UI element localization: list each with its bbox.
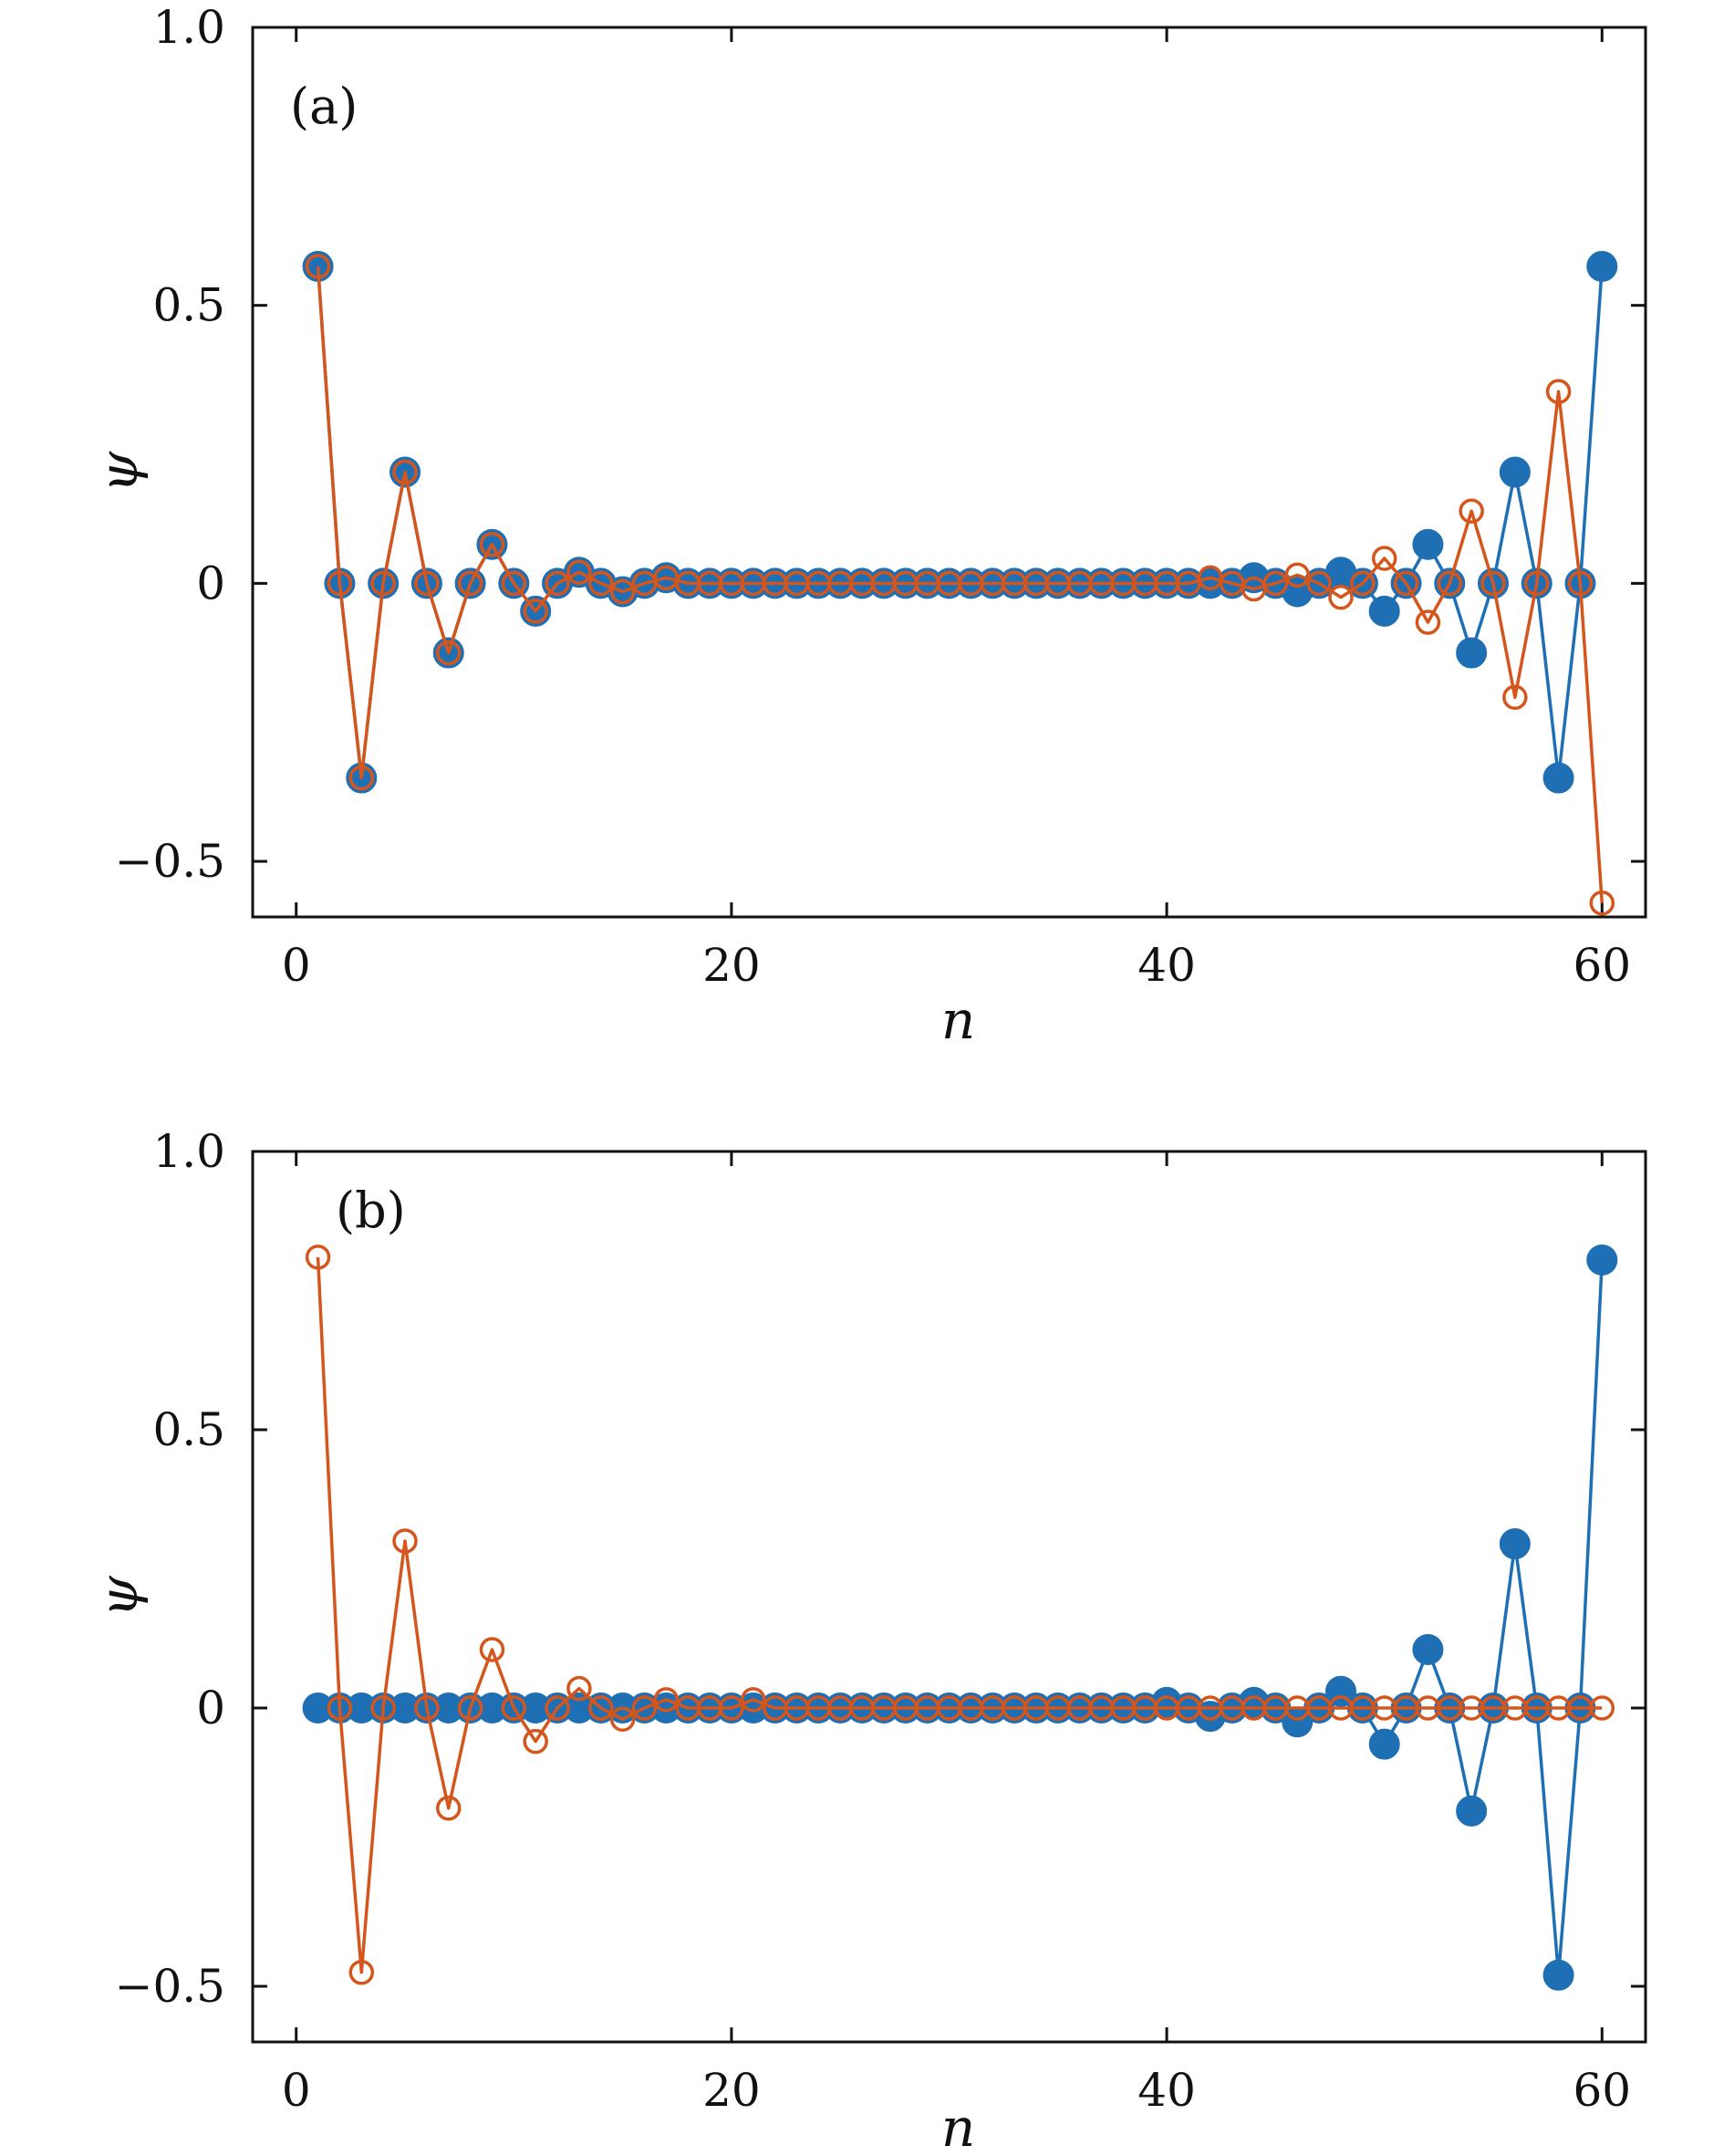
series-line xyxy=(316,1256,1603,1974)
panel-b: 0 20 40 60 −0.5 0 0.5 1.0 n ψ (b) xyxy=(88,1125,1647,2156)
series-open xyxy=(305,254,1615,916)
data-point-open xyxy=(392,459,418,485)
x-tick-label: 60 xyxy=(1573,2064,1631,2117)
data-point-open xyxy=(457,1695,483,1721)
x-tick-label: 0 xyxy=(282,939,311,992)
data-point-open xyxy=(523,1728,548,1755)
data-point-open xyxy=(1480,570,1506,597)
data-point-open xyxy=(1459,498,1484,524)
y-tick-label: −0.5 xyxy=(115,1960,225,2013)
data-point-open xyxy=(435,640,462,666)
data-point-open xyxy=(1328,584,1354,610)
x-tick-label: 40 xyxy=(1137,939,1196,992)
data-point-open xyxy=(1371,546,1397,571)
series-filled xyxy=(302,1244,1618,1991)
data-point-filled xyxy=(1456,637,1488,669)
x-tick-label: 20 xyxy=(702,939,761,992)
data-point-open xyxy=(523,599,548,624)
x-tick-label: 60 xyxy=(1573,939,1631,992)
data-point-open xyxy=(566,1675,592,1702)
data-point-open xyxy=(741,1687,766,1713)
data-point-open xyxy=(1415,609,1441,635)
data-point-open xyxy=(1393,570,1419,597)
data-point-open xyxy=(305,254,331,279)
data-point-open xyxy=(370,1695,396,1721)
data-point-open xyxy=(1523,570,1550,597)
y-tick-label: 0.5 xyxy=(152,1403,225,1456)
data-point-open xyxy=(1545,379,1572,404)
y-tick-label: 0 xyxy=(196,1682,225,1734)
panel-a: 0 20 40 60 −0.5 0 0.5 1.0 n ψ (a) xyxy=(88,1,1647,1051)
data-point-open xyxy=(1437,570,1463,597)
data-point-open xyxy=(1567,570,1594,597)
data-point-open xyxy=(414,570,440,597)
y-axis-label: ψ xyxy=(88,1576,150,1618)
data-point-open xyxy=(370,570,396,597)
data-point-open xyxy=(327,570,353,597)
y-tick-label: −0.5 xyxy=(115,835,225,888)
data-point-open xyxy=(305,1245,331,1270)
y-tick-label: 1.0 xyxy=(152,1125,225,1178)
data-point-filled xyxy=(1368,595,1400,627)
data-point-open xyxy=(348,1960,375,1985)
data-point-filled xyxy=(1499,456,1531,488)
data-point-filled xyxy=(1412,1633,1444,1665)
y-axis-label: ψ xyxy=(88,451,150,493)
data-point-open xyxy=(653,1687,680,1713)
data-point-filled xyxy=(1542,1959,1574,1991)
data-point-open xyxy=(1262,570,1289,597)
data-point-open xyxy=(327,1695,353,1721)
data-point-open xyxy=(501,570,527,597)
data-point-open xyxy=(545,570,570,597)
x-tick-label: 20 xyxy=(702,2064,761,2117)
data-point-filled xyxy=(1586,251,1618,283)
x-axis-label: n xyxy=(941,2097,975,2156)
data-point-open xyxy=(479,531,505,557)
y-tick-label: 0.5 xyxy=(152,279,225,332)
y-tick-label: 1.0 xyxy=(152,1,225,54)
series-line xyxy=(317,1259,1605,1977)
data-point-filled xyxy=(1412,528,1444,560)
plot-frame xyxy=(251,26,1647,919)
series-line xyxy=(316,266,1605,780)
panel-label: (a) xyxy=(290,78,358,135)
data-point-open xyxy=(609,578,636,605)
data-point-filled xyxy=(1368,1728,1400,1760)
plot-frame xyxy=(251,1150,1647,2044)
x-tick-label: 40 xyxy=(1137,2064,1196,2117)
data-point-open xyxy=(501,1695,527,1721)
series-open xyxy=(305,1245,1615,1985)
series-filled xyxy=(302,251,1618,794)
data-point-open xyxy=(545,1695,570,1721)
data-point-open xyxy=(566,559,592,585)
data-point-open xyxy=(1350,570,1376,597)
x-axis-label: n xyxy=(941,989,975,1051)
data-point-filled xyxy=(1586,1244,1618,1276)
x-tick-label: 0 xyxy=(282,2064,311,2117)
data-point-open xyxy=(1284,562,1310,588)
data-point-open xyxy=(1589,891,1615,916)
data-point-open xyxy=(348,765,375,791)
data-point-open xyxy=(435,1796,462,1821)
data-point-open xyxy=(719,1695,744,1721)
data-point-open xyxy=(609,1706,636,1732)
data-point-open xyxy=(1502,684,1528,711)
data-point-filled xyxy=(1542,762,1574,794)
data-point-filled xyxy=(1456,1795,1488,1827)
data-point-open xyxy=(392,1528,418,1554)
data-point-open xyxy=(631,1695,658,1721)
data-point-open xyxy=(588,1695,614,1721)
data-point-open xyxy=(588,570,614,597)
data-point-open xyxy=(457,570,483,597)
data-point-open xyxy=(1306,570,1332,597)
y-tick-label: 0 xyxy=(196,557,225,609)
data-point-open xyxy=(414,1695,440,1721)
data-point-open xyxy=(479,1637,505,1662)
panel-label: (b) xyxy=(336,1182,406,1239)
data-point-filled xyxy=(1499,1528,1531,1560)
data-point-open xyxy=(1589,1695,1615,1721)
